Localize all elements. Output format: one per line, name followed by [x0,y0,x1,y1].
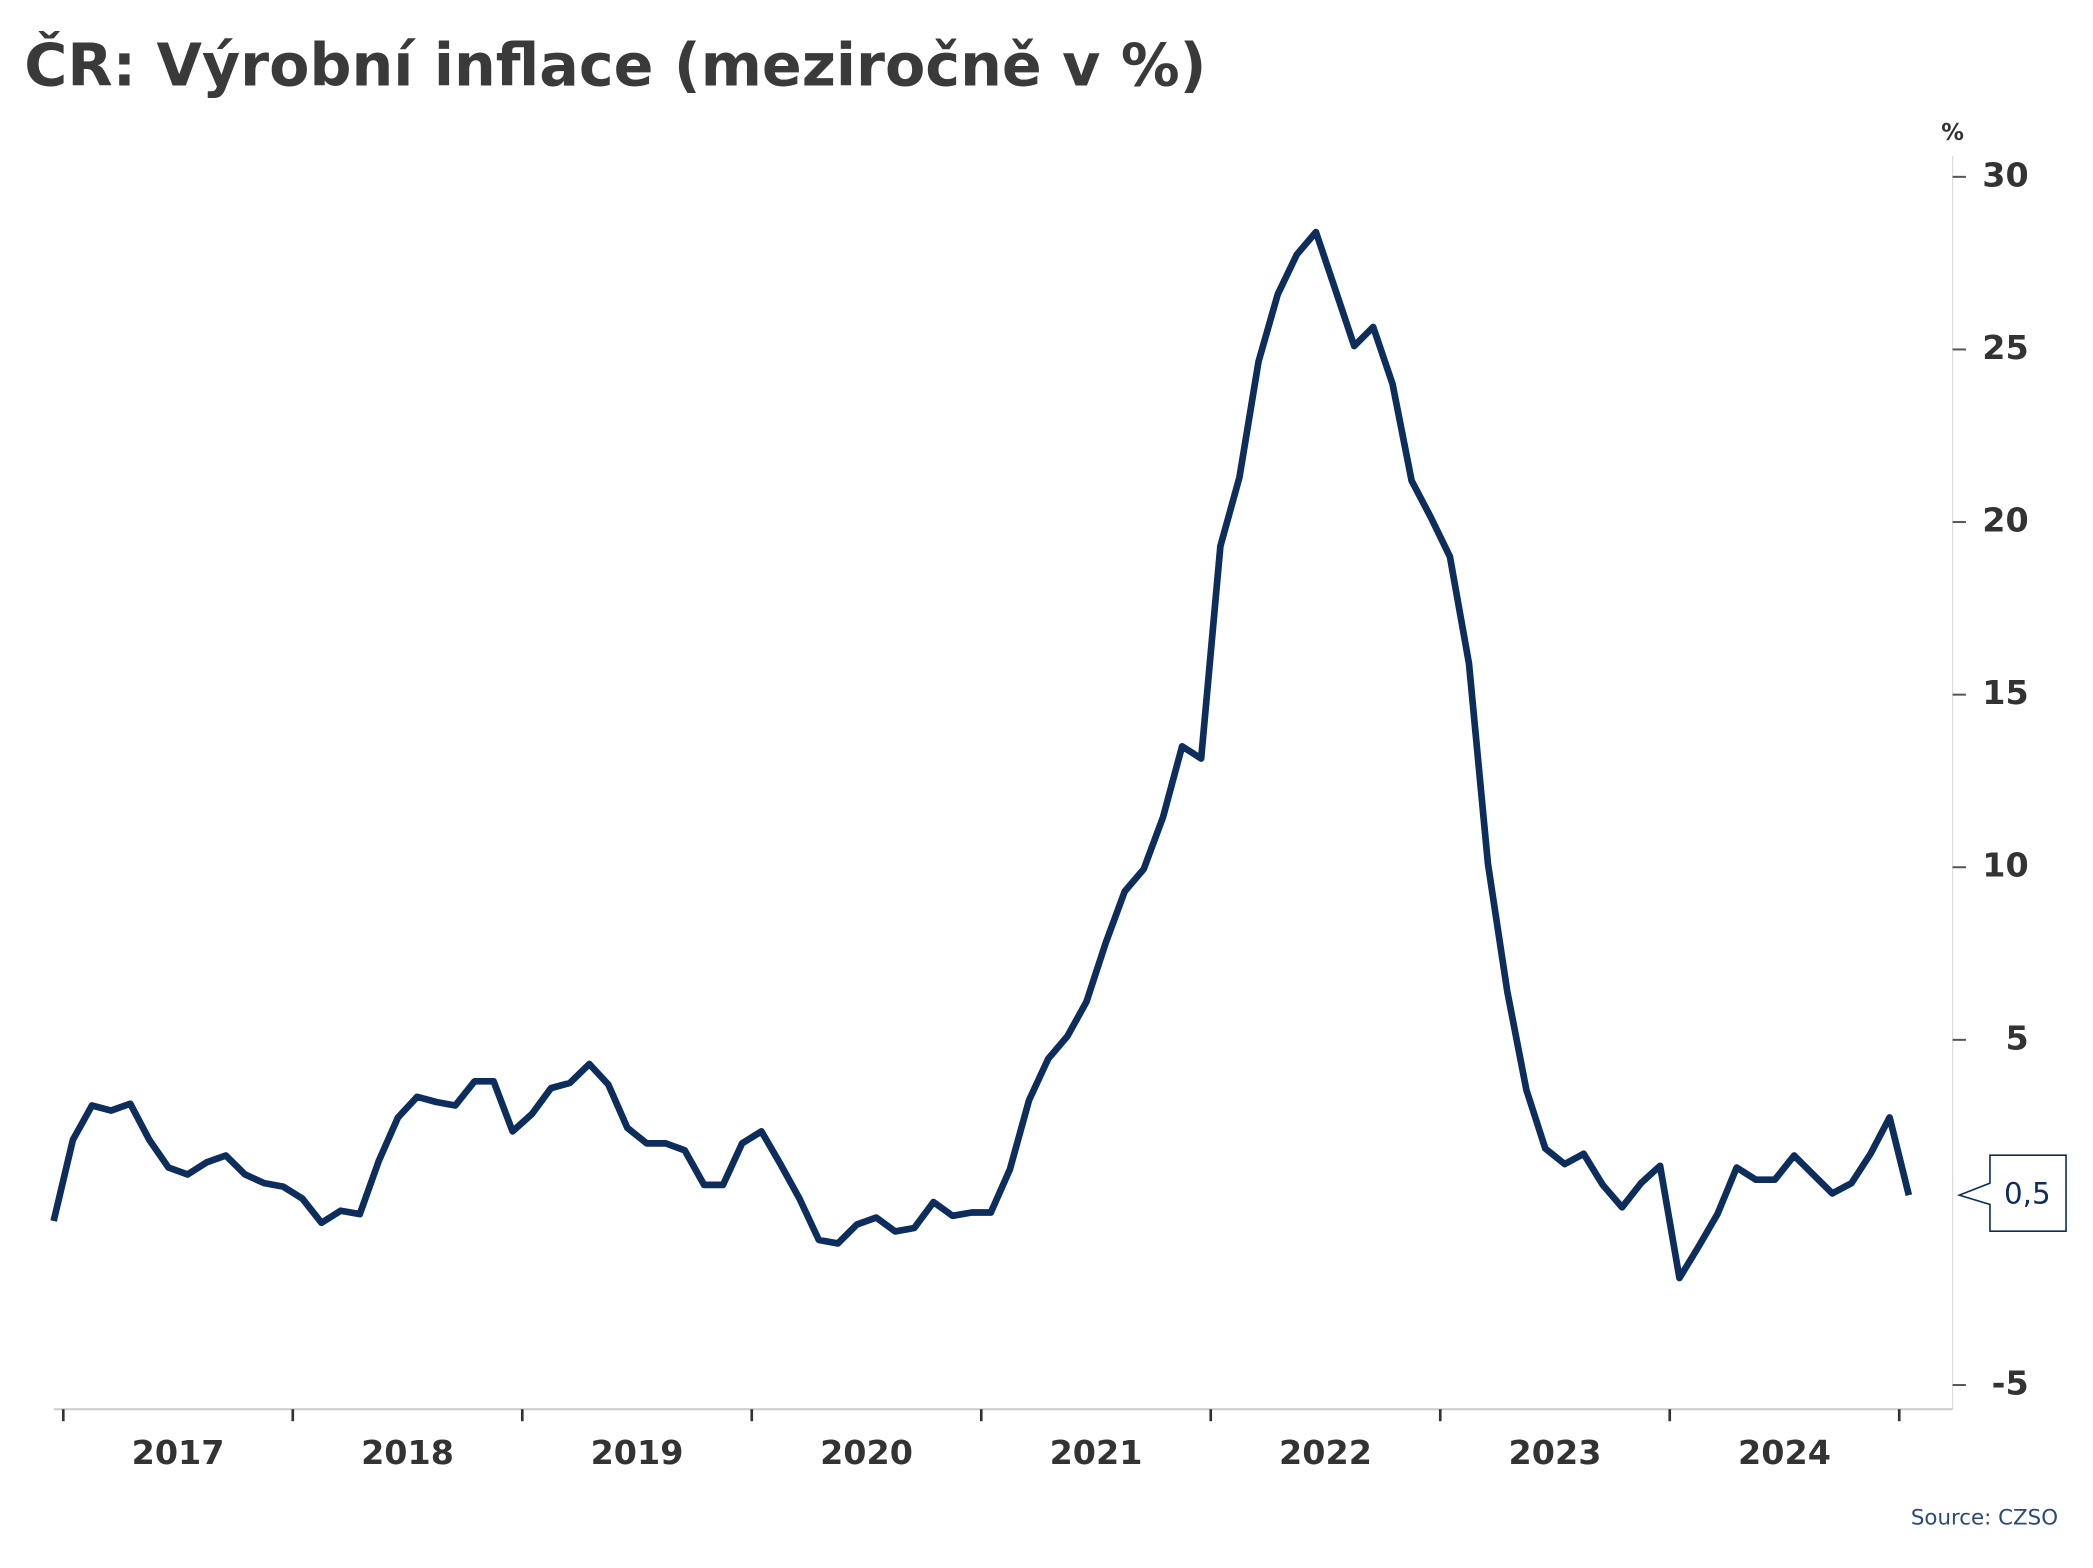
x-tick-label: 2021 [1050,1433,1143,1472]
x-tick-label: 2017 [132,1433,225,1472]
chart-title: ČR: Výrobní inflace (meziročně v %) [24,31,1206,100]
y-unit: % [1941,120,1964,146]
y-tick-label: 20 [1982,501,2028,540]
y-tick-label: 30 [1982,155,2028,194]
y-tick-label: 15 [1982,673,2028,712]
x-tick-label: 2019 [591,1433,684,1472]
x-tick-label: 2018 [361,1433,454,1472]
x-tick-label: 2020 [820,1433,913,1472]
x-tick-label: 2024 [1738,1433,1831,1472]
value-label: 0,5 [2004,1177,2051,1211]
y-tick-label: 5 [2005,1018,2028,1057]
y-tick-label: 25 [1982,328,2028,367]
y-tick-label: 10 [1982,846,2028,885]
value-callout [1956,1154,2067,1233]
source: Source: CZSO [1911,1506,2058,1531]
y-tick-label: -5 [1992,1364,2029,1403]
data-line [50,228,1913,1282]
x-tick-label: 2023 [1509,1433,1602,1472]
x-tick-label: 2022 [1279,1433,1372,1472]
